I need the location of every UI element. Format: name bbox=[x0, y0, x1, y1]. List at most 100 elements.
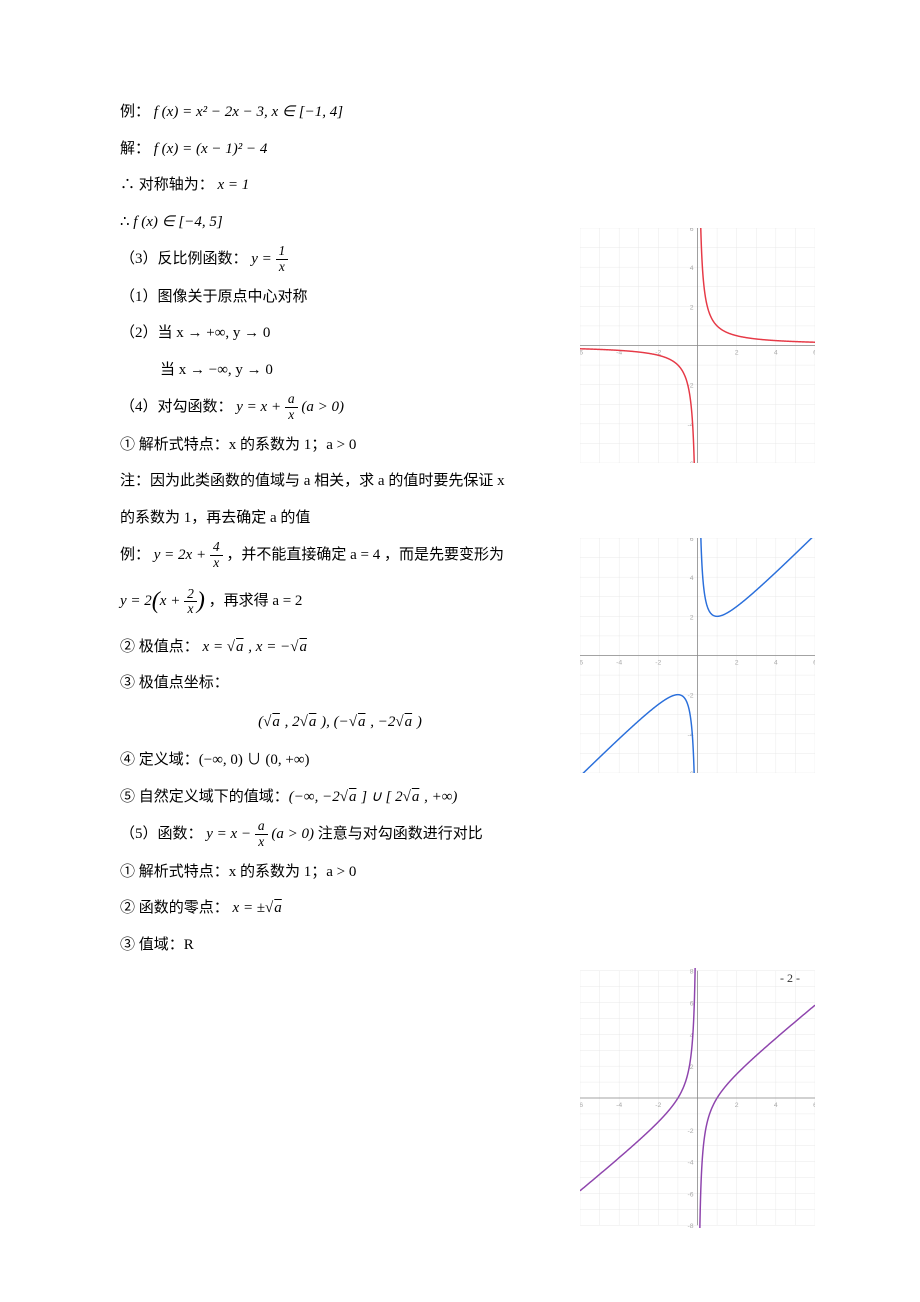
eq-prefix: y = 2x + bbox=[154, 547, 210, 563]
denominator: x bbox=[276, 260, 289, 275]
note-line-1: 注：因为此类函数的值域与 a 相关，求 a 的值时要先保证 x bbox=[120, 467, 560, 496]
example-line-2: 例： y = 2x + 4x ，并不能直接确定 a = 4 ，而是先要变形为 bbox=[120, 540, 560, 571]
item-2-extrema: ② 极值点： x = √a , x = −√a bbox=[120, 633, 560, 662]
math-expr: f (x) = (x − 1)² − 4 bbox=[154, 141, 268, 157]
svg-text:-4: -4 bbox=[616, 659, 622, 666]
solution-line: 解： f (x) = (x − 1)² − 4 bbox=[120, 135, 560, 164]
label: 例： bbox=[120, 104, 150, 120]
svg-text:-8: -8 bbox=[687, 1223, 693, 1228]
svg-text:6: 6 bbox=[813, 1102, 815, 1109]
text-column: 例： f (x) = x² − 2x − 3, x ∈ [−1, 4] 解： f… bbox=[120, 98, 560, 959]
note-line-2: 的系数为 1，再去确定 a 的值 bbox=[120, 504, 560, 533]
svg-text:-6: -6 bbox=[580, 349, 583, 356]
eq-prefix: y = 2 bbox=[120, 593, 152, 609]
math-expr: y = x + ax (a > 0) bbox=[236, 399, 344, 415]
label: （4）对勾函数： bbox=[120, 399, 233, 415]
denominator: x bbox=[210, 556, 223, 571]
svg-text:2: 2 bbox=[735, 1102, 739, 1109]
svg-text:-4: -4 bbox=[687, 1160, 693, 1167]
chart-minus: -6-4-2246-8-6-4-22468 bbox=[580, 968, 815, 1228]
numerator: a bbox=[255, 819, 268, 835]
eq-prefix: y = x − bbox=[206, 826, 255, 842]
svg-text:4: 4 bbox=[774, 1102, 778, 1109]
prop-2-limit-neg: 当 x → −∞, y → 0 bbox=[120, 356, 560, 385]
svg-text:6: 6 bbox=[813, 659, 815, 666]
label: 解： bbox=[120, 141, 150, 157]
svg-text:6: 6 bbox=[690, 228, 694, 233]
svg-text:6: 6 bbox=[690, 1000, 694, 1007]
label: ∴ 对称轴为： bbox=[120, 177, 214, 193]
inner-prefix: x + bbox=[160, 593, 184, 609]
page-content: 例： f (x) = x² − 2x − 3, x ∈ [−1, 4] 解： f… bbox=[120, 98, 800, 959]
text-suffix: ，并不能直接确定 a = 4 ，而是先要变形为 bbox=[226, 547, 504, 563]
svg-text:6: 6 bbox=[690, 538, 694, 543]
svg-text:4: 4 bbox=[774, 349, 778, 356]
text-suffix: 注意与对勾函数进行对比 bbox=[318, 826, 483, 842]
math-expr: y = 2(x + 2x) bbox=[120, 593, 209, 609]
symmetry-axis: ∴ 对称轴为： x = 1 bbox=[120, 171, 560, 200]
svg-text:-2: -2 bbox=[655, 1102, 661, 1109]
eq-prefix: y = x + bbox=[236, 399, 285, 415]
svg-text:6: 6 bbox=[813, 349, 815, 356]
math-expr: y = 1x bbox=[251, 251, 288, 267]
denominator: x bbox=[184, 602, 197, 617]
numerator: 1 bbox=[276, 244, 289, 260]
section-3-reciprocal: （3）反比例函数： y = 1x bbox=[120, 244, 560, 275]
svg-text:2: 2 bbox=[690, 1064, 694, 1071]
item-5-2-zeros: ② 函数的零点： x = ±√a bbox=[120, 894, 560, 923]
svg-text:4: 4 bbox=[690, 575, 694, 582]
eq-suffix: (a > 0) bbox=[301, 399, 344, 415]
svg-text:-6: -6 bbox=[687, 1191, 693, 1198]
item-3-extrema-coords: ③ 极值点坐标： bbox=[120, 669, 560, 698]
denominator: x bbox=[285, 408, 298, 423]
prop-2-limit-pos: （2）当 x → +∞, y → 0 bbox=[120, 319, 560, 348]
svg-text:2: 2 bbox=[735, 349, 739, 356]
svg-text:-6: -6 bbox=[580, 1102, 583, 1109]
section-5-minus: （5）函数： y = x − ax (a > 0) 注意与对勾函数进行对比 bbox=[120, 819, 560, 850]
math-expr: (√a , 2√a ), (−√a , −2√a ) bbox=[258, 714, 422, 730]
extrema-coords-eq: (√a , 2√a ), (−√a , −2√a ) bbox=[120, 708, 560, 737]
numerator: 4 bbox=[210, 540, 223, 556]
svg-text:-2: -2 bbox=[687, 693, 693, 700]
svg-text:4: 4 bbox=[690, 265, 694, 272]
range-result: ∴ f (x) ∈ [−4, 5] bbox=[120, 208, 560, 237]
label: 例： bbox=[120, 547, 150, 563]
svg-text:-6: -6 bbox=[580, 659, 583, 666]
prop-1-symmetry: （1）图像关于原点中心对称 bbox=[120, 283, 560, 312]
math-expr: x = ±√a bbox=[233, 900, 283, 916]
svg-text:-2: -2 bbox=[687, 1128, 693, 1135]
page-number: - 2 - bbox=[780, 967, 800, 990]
section-4-duigou: （4）对勾函数： y = x + ax (a > 0) bbox=[120, 392, 560, 423]
svg-text:4: 4 bbox=[774, 659, 778, 666]
math-expr: x = √a , x = −√a bbox=[203, 639, 308, 655]
svg-text:-4: -4 bbox=[616, 1102, 622, 1109]
denominator: x bbox=[255, 835, 268, 850]
math-expr: (−∞, −2√a ] ∪ [ 2√a , +∞) bbox=[289, 789, 458, 805]
math-expr: y = x − ax (a > 0) bbox=[206, 826, 317, 842]
eq-suffix: (a > 0) bbox=[271, 826, 314, 842]
svg-text:2: 2 bbox=[690, 304, 694, 311]
text-suffix: ，再求得 a = 2 bbox=[209, 593, 303, 609]
numerator: a bbox=[285, 392, 298, 408]
item-5-3-range: ③ 值域：R bbox=[120, 931, 560, 960]
eq-prefix: y = bbox=[251, 251, 275, 267]
math-expr: x = 1 bbox=[218, 177, 250, 193]
svg-text:-6: -6 bbox=[687, 771, 693, 773]
chart-duigou: -6-4-2246-6-4-2246 bbox=[580, 538, 815, 773]
item-5-1-analytic: ① 解析式特点：x 的系数为 1；a > 0 bbox=[120, 858, 560, 887]
example-transform: y = 2(x + 2x) ，再求得 a = 2 bbox=[120, 579, 560, 625]
svg-text:-2: -2 bbox=[655, 659, 661, 666]
math-expr: y = 2x + 4x bbox=[154, 547, 227, 563]
math-expr: f (x) ∈ [−4, 5] bbox=[133, 214, 222, 230]
label: ② 函数的零点： bbox=[120, 900, 229, 916]
example-line-1: 例： f (x) = x² − 2x − 3, x ∈ [−1, 4] bbox=[120, 98, 560, 127]
label: ② 极值点： bbox=[120, 639, 199, 655]
chart-reciprocal: -6-4-2246-6-4-2246 bbox=[580, 228, 815, 463]
item-5-range: ⑤ 自然定义域下的值域：(−∞, −2√a ] ∪ [ 2√a , +∞) bbox=[120, 783, 560, 812]
svg-text:-6: -6 bbox=[687, 461, 693, 463]
numerator: 2 bbox=[184, 587, 197, 603]
item-1-analytic: ① 解析式特点：x 的系数为 1；a > 0 bbox=[120, 431, 560, 460]
math-expr: f (x) = x² − 2x − 3, x ∈ [−1, 4] bbox=[154, 104, 343, 120]
svg-text:2: 2 bbox=[690, 614, 694, 621]
item-4-domain: ④ 定义域：(−∞, 0) ∪ (0, +∞) bbox=[120, 746, 560, 775]
